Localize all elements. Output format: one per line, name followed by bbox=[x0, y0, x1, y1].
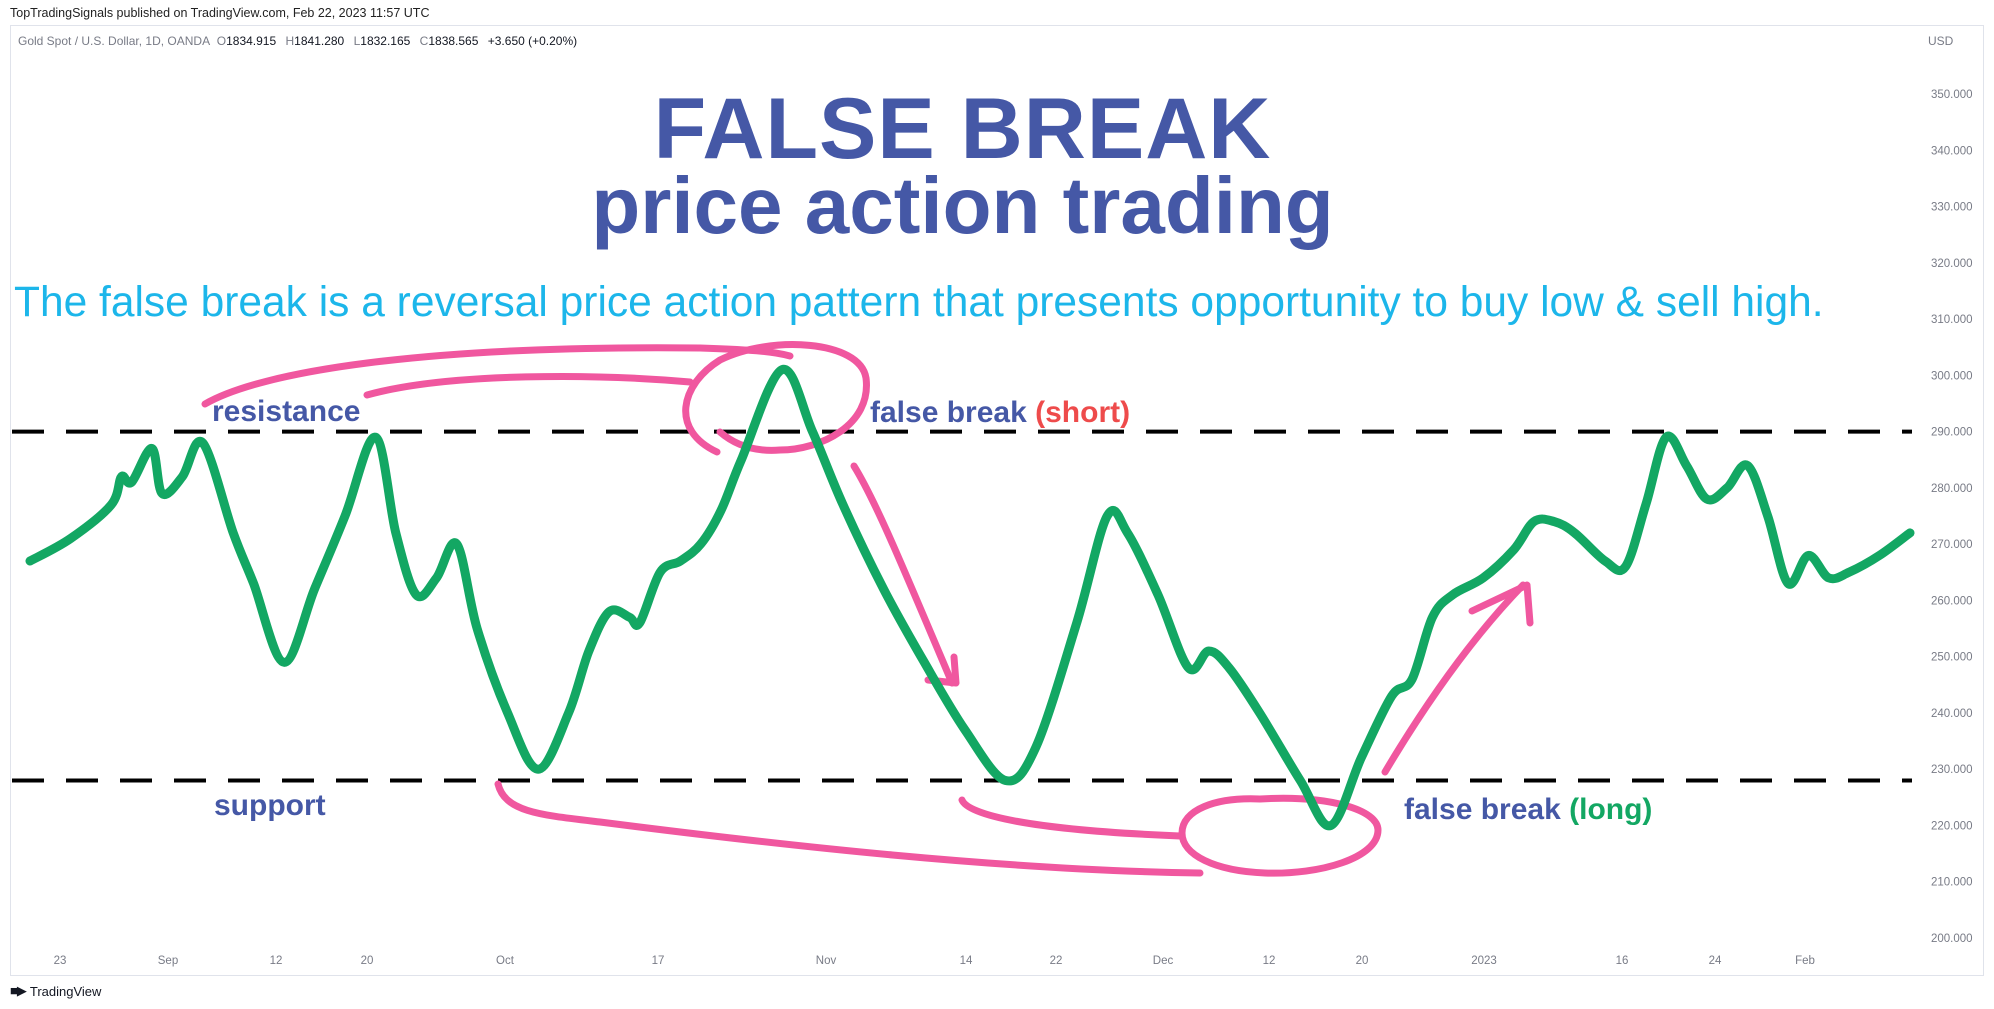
level-lines bbox=[12, 429, 1912, 783]
currency-label: USD bbox=[1928, 34, 1954, 48]
marker-long-arrow-shaft bbox=[1381, 581, 1527, 776]
y-tick-label: 250.000 bbox=[1931, 652, 1973, 664]
y-tick-label: 350.000 bbox=[1931, 89, 1973, 101]
open-key: O bbox=[216, 34, 227, 48]
low-key: L bbox=[353, 34, 361, 48]
close-value: 1838.565 bbox=[428, 34, 479, 48]
y-tick-label: 270.000 bbox=[1931, 539, 1973, 551]
marker-long-ellipse bbox=[1178, 794, 1382, 877]
y-tick-label: 200.000 bbox=[1931, 933, 1973, 945]
tradingview-logo-icon: ■▶ bbox=[10, 983, 27, 998]
y-axis: 350.000 340.000 330.000 320.000 310.000 300.0… bbox=[1931, 89, 1973, 945]
tradingview-brand: TradingView bbox=[29, 983, 102, 999]
x-axis: 23 Sep 12 20 Oct 17 Nov 14 22 Dec 12 20 2023 16 24 Feb bbox=[54, 955, 1815, 967]
support-label: support bbox=[214, 789, 326, 822]
high-key: H bbox=[285, 34, 295, 48]
chart-subtitle: The false break is a reversal price acti… bbox=[14, 279, 1824, 326]
y-tick-label: 280.000 bbox=[1931, 483, 1973, 495]
y-tick-label: 310.000 bbox=[1931, 314, 1973, 326]
y-tick-label: 240.000 bbox=[1931, 708, 1973, 720]
x-tick-label: 2023 bbox=[1471, 955, 1497, 967]
chart-frame bbox=[10, 25, 1984, 976]
marker-long-arrow-head bbox=[1468, 581, 1534, 627]
x-tick-label: 20 bbox=[361, 955, 374, 967]
y-tick-label: 230.000 bbox=[1931, 764, 1973, 776]
x-tick-label: 12 bbox=[1263, 955, 1276, 967]
x-tick-label: Dec bbox=[1153, 955, 1174, 967]
y-tick-label: 340.000 bbox=[1931, 145, 1973, 157]
price-line bbox=[25, 365, 1915, 831]
price-series bbox=[25, 365, 1915, 831]
y-tick-label: 320.000 bbox=[1931, 258, 1973, 270]
false-break-long-label: false break (long) bbox=[1404, 795, 1652, 825]
marker-resistance-curve-outer bbox=[201, 344, 794, 408]
false-break-short-tag: (short) bbox=[1035, 396, 1131, 429]
y-tick-label: 290.000 bbox=[1931, 427, 1973, 439]
x-tick-label: 14 bbox=[960, 955, 973, 967]
symbol-name: Gold Spot / U.S. Dollar, 1D, OANDA bbox=[18, 34, 211, 48]
x-tick-label: Nov bbox=[816, 955, 837, 967]
x-tick-label: Sep bbox=[158, 955, 178, 967]
high-value: 1841.280 bbox=[294, 34, 345, 48]
change-value: +3.650 (+0.20%) bbox=[487, 34, 578, 48]
y-tick-label: 260.000 bbox=[1931, 595, 1973, 607]
x-tick-label: Feb bbox=[1795, 955, 1815, 967]
x-tick-label: 16 bbox=[1616, 955, 1629, 967]
low-value: 1832.165 bbox=[360, 34, 411, 48]
publisher-info: TopTradingSignals published on TradingVi… bbox=[10, 6, 430, 20]
y-tick-label: 330.000 bbox=[1931, 202, 1973, 214]
marker-support-curve-short bbox=[958, 796, 1184, 840]
ohlc-legend: Gold Spot / U.S. Dollar, 1D, OANDA O1834… bbox=[18, 34, 583, 48]
false-break-short-text: false break bbox=[870, 396, 1027, 429]
marker-short-arrow-shaft bbox=[850, 462, 956, 687]
marker-resistance-curve-inner bbox=[363, 373, 694, 399]
marker-annotations bbox=[201, 341, 1534, 877]
x-tick-label: 23 bbox=[54, 955, 67, 967]
false-break-long-text: false break bbox=[1404, 793, 1561, 826]
marker-short-circle bbox=[682, 341, 870, 456]
false-break-long-tag: (long) bbox=[1569, 793, 1653, 826]
marker-support-curve-long bbox=[494, 780, 1204, 877]
chart-title-line2: price action trading bbox=[591, 161, 1334, 250]
open-value: 1834.915 bbox=[226, 34, 277, 48]
x-tick-label: 17 bbox=[652, 955, 665, 967]
x-tick-label: 12 bbox=[270, 955, 283, 967]
resistance-label: resistance bbox=[212, 395, 361, 428]
chart-title: FALSE BREAK bbox=[653, 81, 1272, 177]
false-break-short-label: false break (short) bbox=[870, 398, 1130, 428]
x-tick-label: 24 bbox=[1709, 955, 1722, 967]
y-tick-label: 300.000 bbox=[1931, 370, 1973, 382]
y-tick-label: 210.000 bbox=[1931, 877, 1973, 889]
x-tick-label: 20 bbox=[1356, 955, 1369, 967]
x-tick-label: 22 bbox=[1050, 955, 1063, 967]
x-tick-label: Oct bbox=[496, 955, 515, 967]
tradingview-logo[interactable]: ■▶ TradingView bbox=[10, 983, 101, 999]
close-key: C bbox=[419, 34, 429, 48]
y-tick-label: 220.000 bbox=[1931, 820, 1973, 832]
